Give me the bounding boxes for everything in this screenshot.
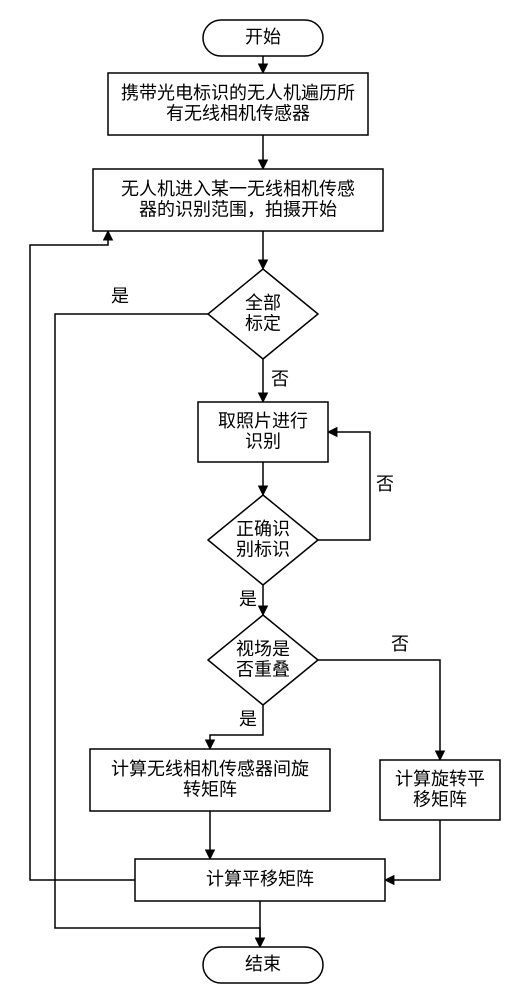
d1: 全部标定 (208, 269, 318, 359)
n6: 计算平移矩阵 (135, 859, 385, 901)
n3: 取照片进行识别 (198, 402, 328, 462)
svg-text:别标识: 别标识 (236, 539, 290, 559)
n5: 计算旋转平移矩阵 (380, 760, 500, 820)
d2: 正确识别标识 (208, 495, 318, 585)
svg-text:否重叠: 否重叠 (236, 659, 290, 679)
svg-text:无人机进入某一无线相机传感: 无人机进入某一无线相机传感 (121, 179, 355, 199)
svg-text:结束: 结束 (245, 954, 281, 974)
svg-text:视场是: 视场是 (236, 639, 290, 659)
edge-label: 否 (391, 634, 409, 654)
svg-text:有无线相机传感器: 有无线相机传感器 (166, 103, 310, 123)
svg-text:器的识别范围，拍摄开始: 器的识别范围，拍摄开始 (139, 199, 337, 219)
svg-text:计算平移矩阵: 计算平移矩阵 (206, 869, 314, 889)
svg-text:取照片进行: 取照片进行 (218, 411, 308, 431)
svg-text:携带光电标识的无人机遍历所: 携带光电标识的无人机遍历所 (121, 83, 355, 103)
end: 结束 (203, 947, 323, 983)
edge-label: 否 (271, 369, 289, 389)
edge-label: 否 (376, 474, 394, 494)
edge (385, 820, 440, 880)
svg-text:移矩阵: 移矩阵 (413, 789, 467, 809)
edge-label: 是 (239, 589, 257, 609)
svg-text:开始: 开始 (245, 27, 281, 47)
n1: 携带光电标识的无人机遍历所有无线相机传感器 (108, 73, 368, 135)
svg-text:计算旋转平: 计算旋转平 (395, 769, 485, 789)
svg-text:正确识: 正确识 (236, 519, 290, 539)
svg-text:标定: 标定 (245, 313, 281, 333)
start: 开始 (203, 20, 323, 56)
svg-text:转矩阵: 转矩阵 (183, 779, 237, 799)
svg-text:计算无线相机传感器间旋: 计算无线相机传感器间旋 (111, 759, 309, 779)
edge-label: 是 (111, 286, 129, 306)
n2: 无人机进入某一无线相机传感器的识别范围，拍摄开始 (93, 169, 383, 231)
svg-text:识别: 识别 (245, 431, 281, 451)
n4: 计算无线相机传感器间旋转矩阵 (90, 749, 330, 811)
d3: 视场是否重叠 (208, 615, 318, 705)
edge-label: 是 (239, 709, 257, 729)
edge (318, 660, 440, 760)
svg-text:全部: 全部 (245, 293, 281, 313)
